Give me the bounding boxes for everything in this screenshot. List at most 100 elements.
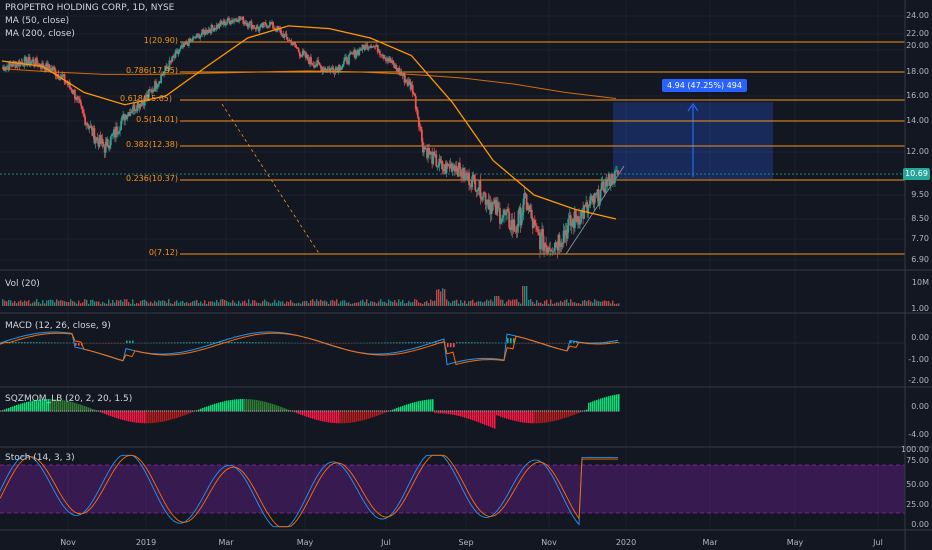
ma50-legend[interactable]: MA (50, close) <box>5 16 70 26</box>
sqz-bar <box>518 411 520 422</box>
volume-bar <box>422 303 424 306</box>
volume-bar <box>274 299 276 306</box>
ma200-legend[interactable]: MA (200, close) <box>5 29 75 39</box>
volume-bar <box>74 301 76 306</box>
sqz-dot <box>574 410 576 412</box>
sqz-dot <box>364 410 366 412</box>
sqz-dot <box>112 410 114 412</box>
candle-body <box>31 59 34 61</box>
volume-bar <box>164 300 166 306</box>
sqz-dot <box>202 410 204 412</box>
sqz-bar <box>484 411 486 425</box>
candle-body <box>470 184 473 188</box>
sqz-bar <box>200 408 202 412</box>
sqz-dot <box>462 410 464 412</box>
candle-body <box>171 56 174 62</box>
macd-hist-bar <box>171 342 173 344</box>
sqz-bar <box>360 411 362 421</box>
volume-pane-title[interactable]: Vol (20) <box>5 279 40 289</box>
macd-hist-bar <box>240 342 242 344</box>
sqz-bar <box>172 411 174 420</box>
sqz-bar <box>588 402 590 412</box>
volume-bar <box>144 299 146 306</box>
candle-body <box>318 62 321 65</box>
macd-hist-bar <box>222 342 224 344</box>
sqz-bar <box>348 411 350 423</box>
sqz-bar <box>190 411 192 413</box>
candle-body <box>415 109 418 111</box>
candle-body <box>209 30 212 33</box>
sqz-dot <box>458 410 460 412</box>
candle-body <box>294 44 297 47</box>
sqz-dot <box>28 410 30 412</box>
candle-body <box>6 65 9 67</box>
candle-body <box>309 57 311 65</box>
candle-body <box>398 68 401 75</box>
candle-body <box>13 61 16 63</box>
sqz-dot <box>588 410 590 412</box>
macd-hist-bar <box>393 342 395 344</box>
volume-bar <box>64 301 66 306</box>
candle-body <box>199 35 202 39</box>
candle-body <box>260 23 263 25</box>
candle-body <box>457 162 460 177</box>
candle-body <box>531 218 534 229</box>
volume-bar <box>374 302 376 306</box>
volume-bar <box>62 300 64 306</box>
volume-bar <box>292 302 294 306</box>
sqz-bar <box>86 406 88 412</box>
candle-body <box>132 104 135 111</box>
candle-body <box>70 89 73 93</box>
volume-bar <box>260 303 262 306</box>
sqzmom-pane-title[interactable]: SQZMOM_LB (20, 2, 20, 1.5) <box>5 394 133 404</box>
sqz-dot <box>434 410 436 412</box>
volume-bar <box>26 301 28 306</box>
candle-body <box>478 180 481 190</box>
candle-body <box>373 45 376 47</box>
sqz-dot <box>608 410 610 412</box>
candle-body <box>386 59 388 61</box>
stoch-pane-title[interactable]: Stoch (14, 3, 3) <box>5 453 75 463</box>
sqz-dot <box>50 410 52 412</box>
candle-body <box>265 25 268 28</box>
candle-body <box>117 133 119 135</box>
sqz-bar <box>140 411 142 424</box>
candle-body <box>304 52 307 58</box>
sqz-bar <box>554 411 556 421</box>
candle-body <box>192 37 194 41</box>
macd-hist-bar <box>165 342 167 344</box>
sqz-dot <box>66 410 68 412</box>
macd-pane-title[interactable]: MACD (12, 26, close, 9) <box>5 321 111 331</box>
volume-bar <box>354 302 356 306</box>
candle-body <box>499 207 501 224</box>
volume-bar <box>472 299 474 306</box>
volume-bar <box>498 296 500 306</box>
candle-body <box>119 130 121 132</box>
candle-body <box>247 26 250 28</box>
candle-body <box>327 68 330 70</box>
sqz-bar <box>410 403 412 412</box>
sqz-dot <box>18 410 20 412</box>
candle-body <box>208 29 211 31</box>
sqz-dot <box>370 410 372 412</box>
measure-label[interactable]: 4.94 (47.25%) 494 <box>662 79 747 92</box>
sqz-bar <box>524 411 526 423</box>
candle-body <box>92 128 95 136</box>
macd-hist-bar <box>75 343 77 346</box>
macd-hist-bar <box>507 338 509 344</box>
volume-bar <box>54 302 56 306</box>
volume-bar <box>516 299 518 306</box>
sqz-bar <box>28 401 30 412</box>
stoch-k-line <box>0 454 618 528</box>
candle-body <box>207 29 210 33</box>
candle-body <box>218 23 221 27</box>
macd-hist-bar <box>183 342 185 344</box>
sqz-dot <box>542 410 544 412</box>
sqz-bar <box>128 411 130 422</box>
macd-hist-bar <box>384 342 386 344</box>
sqz-dot <box>212 410 214 412</box>
sqz-dot <box>618 410 620 412</box>
sqz-dot <box>436 410 438 412</box>
symbol-title[interactable]: PROPETRO HOLDING CORP, 1D, NYSE <box>5 3 175 13</box>
